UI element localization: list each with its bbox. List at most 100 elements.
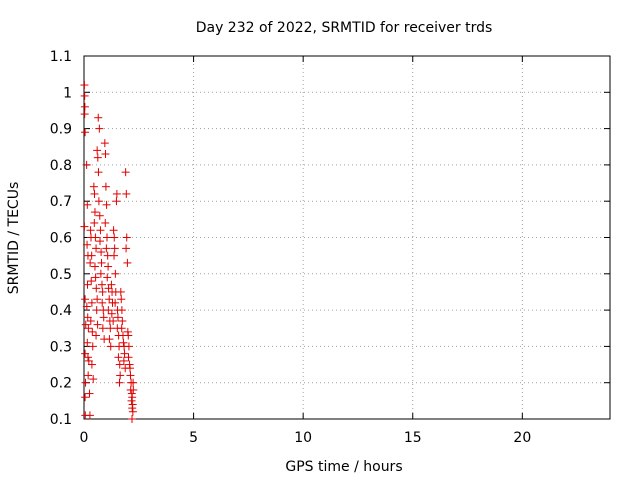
- data-point: [83, 280, 92, 289]
- data-point: [81, 295, 90, 304]
- data-point: [80, 91, 89, 100]
- data-point: [86, 316, 95, 325]
- data-point: [119, 338, 128, 347]
- data-point: [83, 240, 92, 249]
- data-point: [122, 233, 131, 242]
- data-point: [93, 153, 102, 162]
- data-point: [129, 378, 138, 387]
- data-point: [103, 233, 112, 242]
- data-point: [99, 313, 108, 322]
- data-point: [124, 331, 133, 340]
- data-point: [87, 251, 96, 260]
- data-point: [87, 360, 96, 369]
- data-point: [89, 375, 98, 384]
- data-point: [126, 364, 135, 373]
- data-point: [122, 244, 131, 253]
- data-point: [107, 280, 116, 289]
- data-point: [128, 407, 137, 416]
- data-point: [110, 244, 119, 253]
- data-point: [121, 168, 130, 177]
- data-point: [102, 200, 111, 209]
- data-point: [109, 226, 118, 235]
- data-point: [94, 168, 103, 177]
- y-tick-label: 0.5: [50, 267, 72, 283]
- data-point: [90, 208, 99, 217]
- y-tick-label: 0.4: [50, 303, 72, 319]
- data-point: [98, 287, 107, 296]
- data-point: [111, 269, 120, 278]
- data-point: [111, 298, 120, 307]
- data-point: [110, 233, 119, 242]
- y-tick-label: 0.1: [50, 412, 72, 428]
- data-point: [100, 139, 109, 148]
- data-point: [117, 295, 126, 304]
- x-axis-label: GPS time / hours: [285, 459, 402, 475]
- x-tick-label: 15: [404, 430, 422, 446]
- y-tick-label: 0.9: [50, 122, 72, 138]
- data-point: [107, 309, 116, 318]
- plot-frame: [83, 55, 611, 420]
- data-point: [105, 335, 114, 344]
- data-point: [126, 371, 135, 380]
- data-point: [94, 113, 103, 122]
- y-tick-label: 0.6: [50, 231, 72, 247]
- data-point: [85, 411, 94, 420]
- data-point: [129, 385, 138, 394]
- data-point: [90, 262, 99, 271]
- data-point: [96, 226, 105, 235]
- data-point: [105, 295, 114, 304]
- data-point: [95, 237, 104, 246]
- data-point: [97, 258, 106, 267]
- chart-title: Day 232 of 2022, SRMTID for receiver trd…: [196, 20, 493, 36]
- data-point: [112, 197, 121, 206]
- data-point: [93, 146, 102, 155]
- data-point: [95, 124, 104, 133]
- y-tick-label: 1.1: [50, 49, 72, 65]
- data-point: [128, 404, 137, 413]
- data-points: [80, 81, 138, 423]
- data-point: [92, 244, 101, 253]
- data-point: [127, 396, 136, 405]
- data-point: [114, 353, 123, 362]
- data-point: [123, 258, 132, 267]
- data-point: [102, 244, 111, 253]
- data-point: [87, 298, 96, 307]
- data-point: [113, 313, 122, 322]
- data-point: [91, 273, 100, 282]
- data-point: [127, 415, 136, 423]
- data-point: [104, 306, 113, 315]
- data-point: [83, 353, 92, 362]
- data-point: [84, 371, 93, 380]
- data-point: [92, 284, 101, 293]
- data-point: [80, 102, 89, 111]
- data-point: [81, 393, 90, 402]
- data-point: [117, 306, 126, 315]
- data-point: [94, 197, 103, 206]
- data-point: [90, 218, 99, 227]
- data-point: [81, 128, 90, 137]
- data-point: [93, 320, 102, 329]
- data-point: [115, 378, 124, 387]
- data-point: [80, 81, 89, 90]
- data-point: [80, 110, 89, 119]
- data-point: [109, 316, 118, 325]
- data-point: [90, 189, 99, 198]
- data-point: [81, 378, 90, 387]
- data-point: [101, 182, 110, 191]
- data-point: [119, 356, 128, 365]
- grid: [84, 56, 610, 419]
- data-point: [110, 251, 119, 260]
- axis-ticks: [83, 55, 610, 420]
- y-tick-label: 0.7: [50, 194, 72, 210]
- data-point: [87, 277, 96, 286]
- data-point: [106, 342, 115, 351]
- data-point: [84, 324, 93, 333]
- data-point: [88, 342, 97, 351]
- data-point: [82, 302, 91, 311]
- data-point: [98, 298, 107, 307]
- data-point: [95, 211, 104, 220]
- x-tick-labels: 0 5 10 15 20: [80, 430, 532, 446]
- x-tick-label: 0: [80, 430, 89, 446]
- y-tick-label: 0.2: [50, 376, 72, 392]
